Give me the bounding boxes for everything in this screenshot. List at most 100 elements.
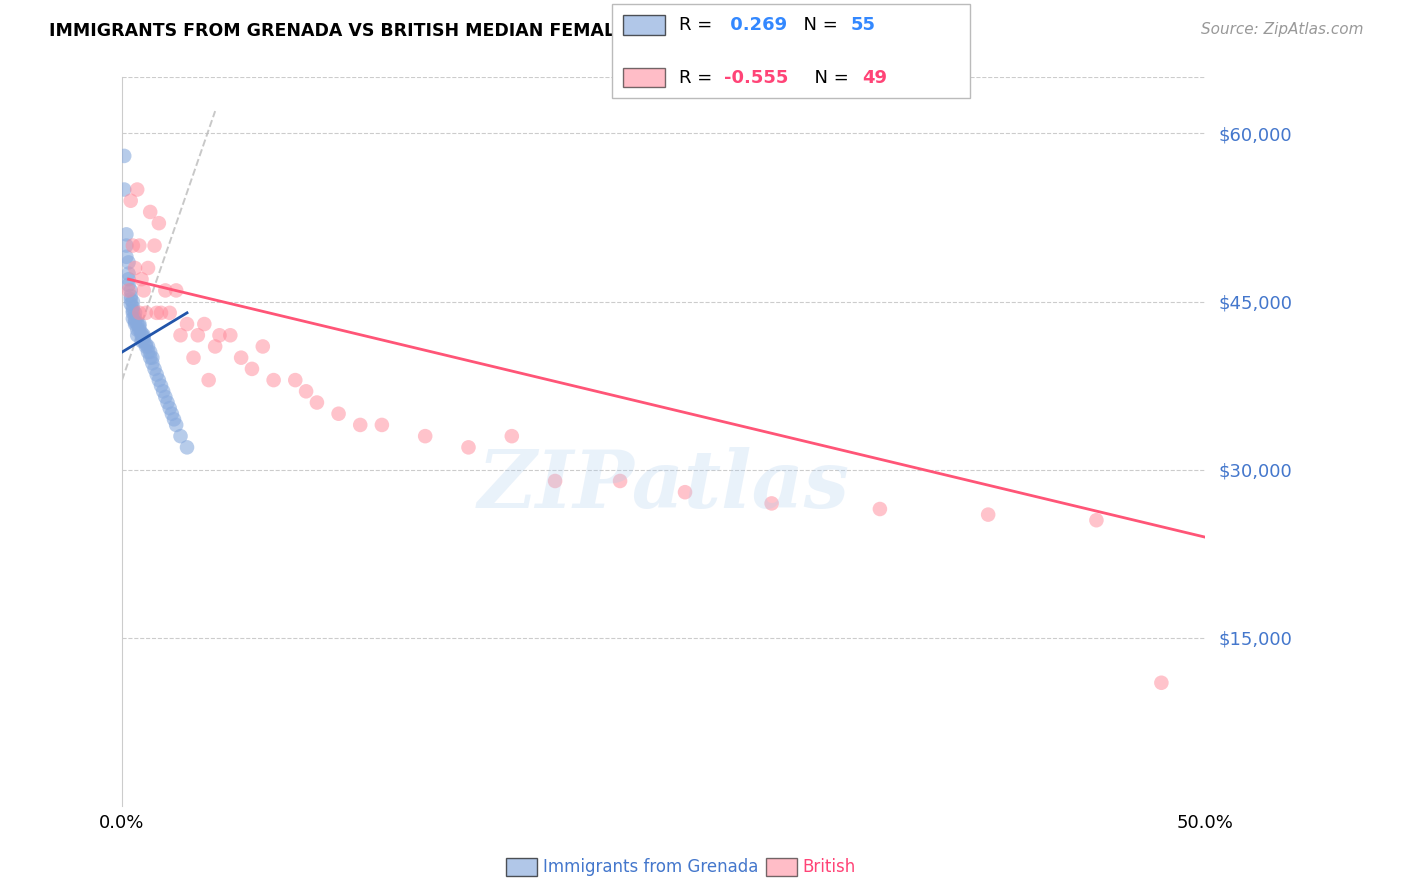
Point <box>1150 675 1173 690</box>
Point <box>131 334 153 348</box>
Point <box>197 373 219 387</box>
Point <box>131 272 153 286</box>
Point <box>124 311 146 326</box>
Point <box>139 205 162 219</box>
Text: R =: R = <box>679 16 718 34</box>
Point <box>135 306 157 320</box>
Point <box>152 384 174 399</box>
Point <box>117 284 139 298</box>
Point <box>124 315 146 329</box>
Point <box>176 317 198 331</box>
Point <box>159 306 181 320</box>
Point <box>120 293 142 307</box>
Point <box>143 362 166 376</box>
Point <box>977 508 1000 522</box>
Point <box>117 277 139 292</box>
Text: N =: N = <box>803 69 855 87</box>
Text: N =: N = <box>792 16 844 34</box>
Point <box>148 216 170 230</box>
Point <box>145 368 167 382</box>
Point <box>124 317 146 331</box>
Point <box>609 474 631 488</box>
Text: ZIPatlas: ZIPatlas <box>477 447 849 524</box>
Point <box>127 182 149 196</box>
Point <box>219 328 242 343</box>
Point <box>371 417 394 432</box>
Point <box>231 351 253 365</box>
Point <box>349 417 371 432</box>
Text: 55: 55 <box>851 16 876 34</box>
Point <box>120 289 142 303</box>
Point <box>122 311 145 326</box>
Point <box>120 194 142 208</box>
Point <box>112 149 135 163</box>
Point <box>122 238 145 252</box>
Point <box>139 351 162 365</box>
Point <box>240 362 263 376</box>
Text: R =: R = <box>679 69 718 87</box>
Point <box>115 250 138 264</box>
Text: Immigrants from Grenada: Immigrants from Grenada <box>543 858 758 876</box>
Point <box>148 373 170 387</box>
Point <box>413 429 436 443</box>
Point <box>135 339 157 353</box>
Point <box>122 303 145 318</box>
Point <box>328 407 350 421</box>
Point <box>155 284 177 298</box>
Point <box>124 306 146 320</box>
Point <box>131 326 153 340</box>
Point <box>132 284 155 298</box>
Text: IMMIGRANTS FROM GRENADA VS BRITISH MEDIAN FEMALE EARNINGS CORRELATION CHART: IMMIGRANTS FROM GRENADA VS BRITISH MEDIA… <box>49 22 949 40</box>
Point <box>150 306 173 320</box>
Point <box>128 319 150 334</box>
Point <box>159 401 181 416</box>
Text: -0.555: -0.555 <box>724 69 789 87</box>
Text: 49: 49 <box>862 69 887 87</box>
Point <box>122 306 145 320</box>
Point <box>169 328 191 343</box>
Point <box>156 395 179 409</box>
Point <box>122 294 145 309</box>
Text: 0.269: 0.269 <box>724 16 787 34</box>
Point <box>127 328 149 343</box>
Point <box>544 474 567 488</box>
Text: British: British <box>803 858 856 876</box>
Point <box>208 328 231 343</box>
Point <box>150 378 173 392</box>
Point <box>136 260 159 275</box>
Point <box>284 373 307 387</box>
Point <box>165 417 187 432</box>
Point <box>117 272 139 286</box>
Point <box>457 441 479 455</box>
Point <box>115 227 138 242</box>
Point <box>252 339 274 353</box>
Point <box>143 238 166 252</box>
Point <box>183 351 205 365</box>
Point <box>305 395 328 409</box>
Point <box>135 337 157 351</box>
Point <box>673 485 696 500</box>
Point <box>136 339 159 353</box>
Text: Source: ZipAtlas.com: Source: ZipAtlas.com <box>1201 22 1364 37</box>
Point <box>128 323 150 337</box>
Point <box>176 441 198 455</box>
Point <box>128 238 150 252</box>
Point <box>132 334 155 348</box>
Point <box>165 284 187 298</box>
Point <box>117 255 139 269</box>
Point <box>127 317 149 331</box>
Point <box>127 323 149 337</box>
Point <box>117 267 139 281</box>
Point <box>501 429 523 443</box>
Point <box>761 496 783 510</box>
Point <box>132 330 155 344</box>
Point <box>204 339 226 353</box>
Point <box>115 238 138 252</box>
Point <box>145 306 167 320</box>
Point <box>169 429 191 443</box>
Point <box>193 317 215 331</box>
Point <box>124 260 146 275</box>
Point <box>263 373 285 387</box>
Point <box>163 412 186 426</box>
Point <box>1085 513 1108 527</box>
